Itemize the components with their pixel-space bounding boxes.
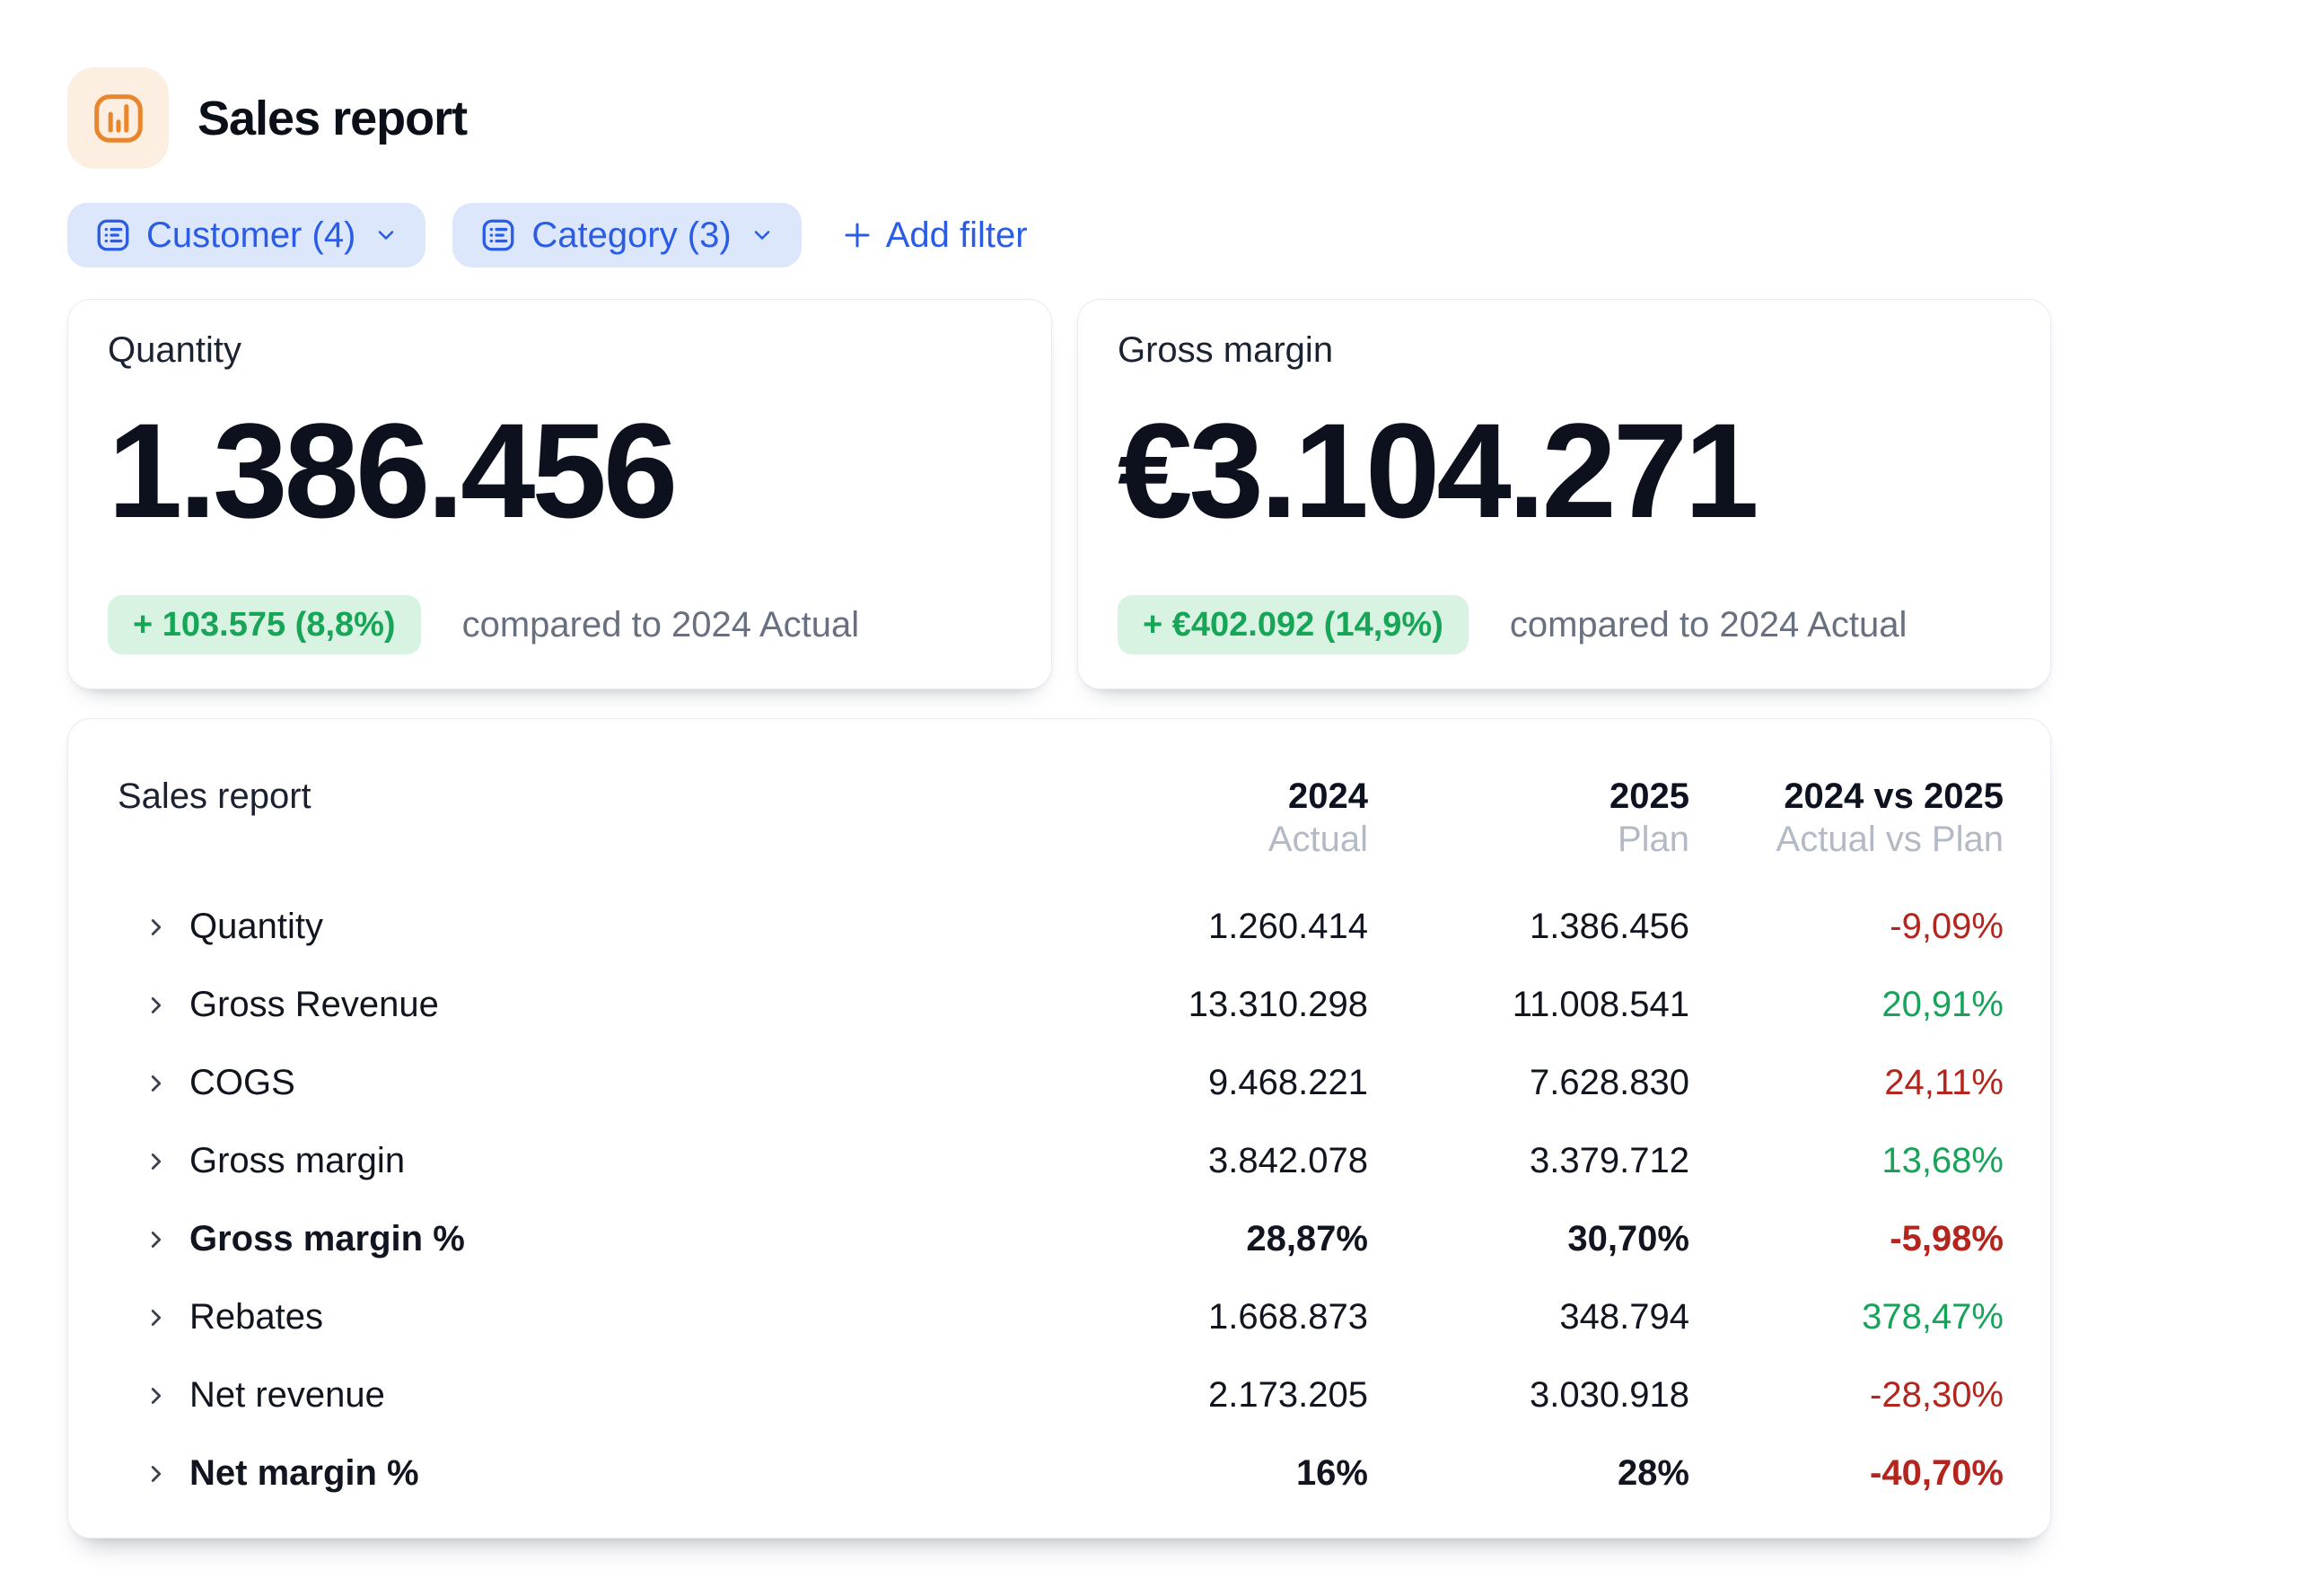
plus-icon <box>845 223 870 248</box>
list-filter-icon <box>482 219 514 251</box>
cell-2024-actual: 16% <box>1295 1453 1368 1493</box>
cell-variance: -9,09% <box>1890 907 2004 946</box>
kpi-delta-badge: + 103.575 (8,8%) <box>108 595 421 654</box>
kpi-compare-text: compared to 2024 Actual <box>461 604 860 645</box>
column-header-variance: 2024 vs 2025 Actual vs Plan <box>1776 776 2004 859</box>
chevron-right-icon[interactable] <box>143 1382 170 1409</box>
cell-2025-plan: 1.386.456 <box>1530 907 1689 946</box>
cell-2025-plan: 30,70% <box>1567 1219 1689 1258</box>
table-row-cogs: COGS 9.468.221 7.628.830 24,11% <box>118 1044 2004 1122</box>
row-label: Net margin % <box>189 1453 419 1493</box>
cell-variance: 13,68% <box>1881 1141 2004 1180</box>
filter-chip-category[interactable]: Category (3) <box>452 203 802 267</box>
filter-bar: Customer (4) Category (3) <box>67 203 2051 267</box>
kpi-label: Quantity <box>108 330 241 370</box>
app-header: Sales report <box>67 67 2051 169</box>
table-row-rebates: Rebates 1.668.873 348.794 378,47% <box>118 1278 2004 1356</box>
cell-2024-actual: 1.668.873 <box>1208 1297 1368 1337</box>
filter-chip-customer[interactable]: Customer (4) <box>67 203 426 267</box>
row-label: Gross margin % <box>189 1219 465 1258</box>
row-label: Gross Revenue <box>189 985 439 1024</box>
table-title: Sales report <box>118 776 311 816</box>
add-filter-label: Add filter <box>885 215 1028 255</box>
chevron-down-icon <box>754 231 769 240</box>
kpi-row: Quantity 1.386.456 + 103.575 (8,8%) comp… <box>67 299 2051 689</box>
cell-2024-actual: 3.842.078 <box>1208 1141 1368 1180</box>
filter-chip-label: Category (3) <box>531 215 732 255</box>
cell-variance: 378,47% <box>1862 1297 2004 1337</box>
row-label: Net revenue <box>189 1375 385 1415</box>
table-row-net-margin-pct: Net margin % 16% 28% -40,70% <box>118 1434 2004 1513</box>
cell-variance: -28,30% <box>1870 1375 2004 1415</box>
table-body: Quantity 1.260.414 1.386.456 -9,09% Gros… <box>118 888 2004 1513</box>
cell-2025-plan: 11.008.541 <box>1512 985 1689 1024</box>
cell-variance: 24,11% <box>1884 1063 2004 1102</box>
table-row-quantity: Quantity 1.260.414 1.386.456 -9,09% <box>118 888 2004 966</box>
kpi-compare-text: compared to 2024 Actual <box>1509 604 1908 645</box>
report-icon-badge <box>67 67 169 169</box>
cell-2024-actual: 28,87% <box>1246 1219 1368 1258</box>
kpi-card-gross-margin: Gross margin €3.104.271 + €402.092 (14,9… <box>1077 299 2051 689</box>
cell-2025-plan: 28% <box>1617 1453 1689 1493</box>
kpi-delta-badge: + €402.092 (14,9%) <box>1118 595 1469 654</box>
row-label: Gross margin <box>189 1141 406 1180</box>
chevron-right-icon[interactable] <box>143 992 170 1019</box>
chevron-right-icon[interactable] <box>143 1070 170 1097</box>
chevron-right-icon[interactable] <box>143 1148 170 1175</box>
table-row-gross-revenue: Gross Revenue 13.310.298 11.008.541 20,9… <box>118 966 2004 1044</box>
bar-chart-icon <box>93 93 143 143</box>
page-title: Sales report <box>197 91 468 145</box>
row-label: Quantity <box>189 907 323 946</box>
kpi-value: €3.104.271 <box>1118 395 1759 546</box>
cell-2024-actual: 9.468.221 <box>1208 1063 1368 1102</box>
cell-2025-plan: 7.628.830 <box>1530 1063 1689 1102</box>
sales-report-table-card: Sales report 2024 Actual 2025 Plan 2024 … <box>67 718 2051 1539</box>
cell-2025-plan: 3.379.712 <box>1530 1141 1689 1180</box>
cell-variance: 20,91% <box>1881 985 2004 1024</box>
cell-2024-actual: 13.310.298 <box>1188 985 1368 1024</box>
cell-variance: -5,98% <box>1890 1219 2004 1258</box>
row-label: COGS <box>189 1063 295 1102</box>
kpi-label: Gross margin <box>1118 330 1334 370</box>
chevron-right-icon[interactable] <box>143 914 170 941</box>
cell-2024-actual: 2.173.205 <box>1208 1375 1368 1415</box>
cell-2024-actual: 1.260.414 <box>1208 907 1368 946</box>
cell-variance: -40,70% <box>1870 1453 2004 1493</box>
list-filter-icon <box>97 219 129 251</box>
column-header-2025: 2025 Plan <box>1609 776 1689 859</box>
kpi-card-quantity: Quantity 1.386.456 + 103.575 (8,8%) comp… <box>67 299 1052 689</box>
chevron-right-icon[interactable] <box>143 1226 170 1253</box>
chevron-right-icon[interactable] <box>143 1460 170 1487</box>
column-header-2024: 2024 Actual <box>1267 776 1368 859</box>
kpi-value: 1.386.456 <box>108 395 678 546</box>
table-header-row: Sales report 2024 Actual 2025 Plan 2024 … <box>118 719 2004 861</box>
chevron-down-icon <box>379 231 394 240</box>
table-row-gross-margin-pct: Gross margin % 28,87% 30,70% -5,98% <box>118 1200 2004 1278</box>
chevron-right-icon[interactable] <box>143 1304 170 1331</box>
table-row-net-revenue: Net revenue 2.173.205 3.030.918 -28,30% <box>118 1356 2004 1434</box>
filter-chip-label: Customer (4) <box>146 215 356 255</box>
row-label: Rebates <box>189 1297 323 1337</box>
cell-2025-plan: 348.794 <box>1559 1297 1689 1337</box>
add-filter-button[interactable]: Add filter <box>841 215 1028 256</box>
cell-2025-plan: 3.030.918 <box>1530 1375 1689 1415</box>
table-row-gross-margin: Gross margin 3.842.078 3.379.712 13,68% <box>118 1122 2004 1200</box>
